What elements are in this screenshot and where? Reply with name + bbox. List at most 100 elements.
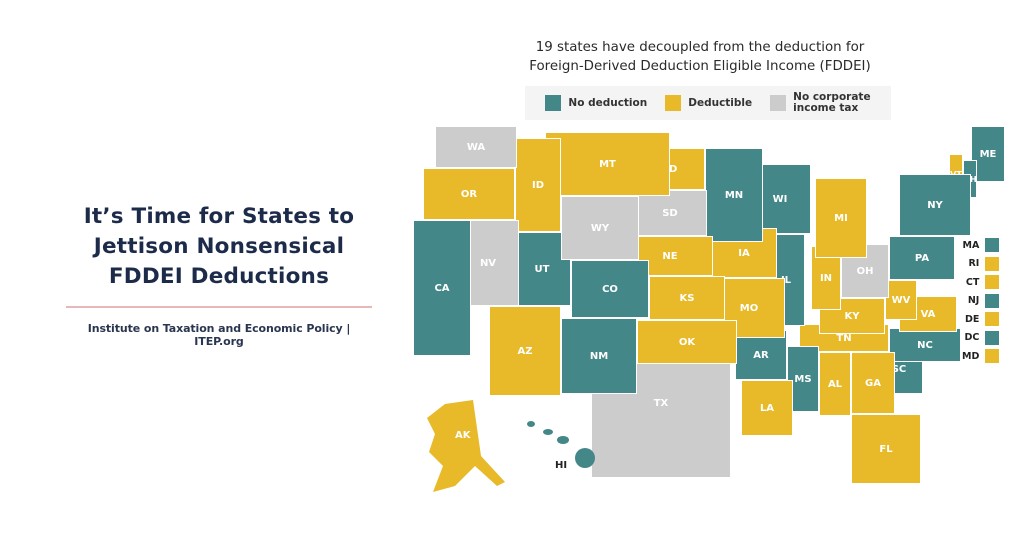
small-state-swatch	[985, 256, 1000, 271]
swatch-teal	[545, 95, 562, 111]
legend-item-deductible: Deductible	[665, 95, 752, 111]
small-state-ct: CT	[962, 273, 1000, 292]
state-label: CA	[434, 282, 450, 294]
small-state-swatch	[985, 330, 1000, 345]
swatch-yellow	[665, 95, 682, 111]
state-label: NC	[917, 339, 933, 351]
state-ks: KS	[649, 276, 725, 320]
state-co: CO	[571, 260, 649, 318]
state-mt: MT	[545, 132, 670, 196]
small-state-label: NJ	[967, 295, 980, 307]
state-label: NE	[662, 250, 678, 262]
hawaii-shape: HI	[527, 421, 595, 471]
state-wv: WV	[885, 280, 917, 320]
state-wy: WY	[561, 196, 639, 260]
state-nc: NC	[889, 328, 961, 362]
legend-label: Deductible	[688, 97, 753, 109]
state-label: IL	[780, 274, 792, 286]
alaska-shape: AK	[427, 400, 505, 492]
state-label: CO	[602, 283, 618, 295]
title-divider	[66, 306, 372, 308]
state-label: LA	[759, 402, 775, 414]
state-az: AZ	[489, 306, 561, 396]
map-legend: No deduction Deductible No corporate inc…	[525, 86, 891, 120]
legend-item-no-corporate-income-tax: No corporate income tax	[770, 92, 871, 114]
main-title: It’s Time for States to Jettison Nonsens…	[62, 202, 376, 292]
state-label: WI	[772, 193, 788, 205]
legend-label: No deduction	[568, 97, 648, 109]
small-state-label: DE	[964, 313, 980, 325]
state-label: TN	[836, 332, 852, 344]
small-states-legend: MA RI CT NJ DE DC MD	[962, 236, 1000, 366]
title-line-3: FDDEI Deductions	[108, 264, 330, 289]
state-label: ID	[531, 179, 545, 191]
small-state-swatch	[985, 349, 1000, 364]
state-label: AR	[753, 349, 769, 361]
state-label: MT	[599, 158, 616, 170]
state-label: KS	[679, 292, 695, 304]
state-fl: FL	[851, 414, 921, 484]
state-label: PA	[914, 252, 930, 264]
state-label: FL	[879, 443, 893, 455]
state-id: ID	[515, 138, 561, 232]
state-ny: NY	[899, 174, 971, 236]
state-label: MO	[739, 302, 759, 314]
state-label: ME	[979, 148, 997, 160]
small-state-ma: MA	[962, 236, 1000, 255]
state-label: TX	[653, 397, 669, 409]
state-ok: OK	[637, 320, 737, 364]
state-label: WV	[891, 294, 911, 306]
state-ca: CA	[413, 220, 471, 356]
state-label: IA	[738, 247, 750, 259]
state-label: WA	[466, 141, 486, 153]
state-mn: MN	[705, 148, 763, 242]
small-state-md: MD	[962, 347, 1000, 366]
state-wa: WA	[435, 126, 517, 168]
state-label: GA	[865, 377, 881, 389]
state-label: SD	[662, 207, 678, 219]
small-state-label: DC	[964, 332, 980, 344]
small-state-label: MD	[962, 350, 980, 362]
legend-item-no-deduction: No deduction	[545, 95, 647, 111]
state-sd: SD	[633, 190, 707, 236]
state-label: NM	[589, 350, 609, 362]
map-title-line-2: Foreign-Derived Deduction Eligible Incom…	[529, 59, 871, 74]
small-state-label: RI	[968, 258, 980, 270]
state-label-ak: AK	[455, 430, 472, 441]
small-state-label: MA	[962, 239, 980, 251]
state-label: MN	[724, 189, 744, 201]
state-label: VA	[920, 308, 936, 320]
state-la: LA	[741, 380, 793, 436]
legend-label: No corporate income tax	[793, 92, 870, 114]
state-label: KY	[844, 310, 860, 322]
state-ga: GA	[851, 352, 895, 414]
small-state-ri: RI	[962, 255, 1000, 274]
state-label: OR	[460, 188, 478, 200]
state-label: NY	[927, 199, 943, 211]
state-mi: MI	[815, 178, 867, 258]
state-label: AZ	[517, 345, 533, 357]
us-choropleth-map: MENHVTNYPASCNCVAWVOHFLGAALTNKYINMIMSILWI…	[405, 118, 1005, 508]
legend-label-line: income tax	[793, 102, 859, 114]
swatch-gray	[770, 95, 787, 111]
map-title: 19 states have decoupled from the deduct…	[500, 38, 900, 76]
state-label: WY	[590, 222, 610, 234]
small-state-dc: DC	[962, 329, 1000, 348]
legend-label-line: No corporate	[793, 91, 871, 103]
state-label: IN	[819, 272, 833, 284]
title-line-2: Jettison Nonsensical	[93, 234, 345, 259]
state-label: OK	[678, 336, 696, 348]
state-ar: AR	[735, 330, 787, 380]
state-pa: PA	[889, 236, 955, 280]
state-label: SC	[891, 363, 907, 375]
small-state-swatch	[985, 238, 1000, 253]
state-al: AL	[819, 352, 851, 416]
title-line-1: It’s Time for States to	[83, 204, 355, 229]
state-nm: NM	[561, 318, 637, 394]
state-label: MI	[834, 212, 848, 224]
source-credit: Institute on Taxation and Economic Polic…	[87, 322, 351, 348]
small-state-swatch	[985, 293, 1000, 308]
small-state-label: CT	[965, 276, 980, 288]
headline-panel: It’s Time for States to Jettison Nonsens…	[62, 202, 376, 348]
small-state-de: DE	[962, 310, 1000, 329]
